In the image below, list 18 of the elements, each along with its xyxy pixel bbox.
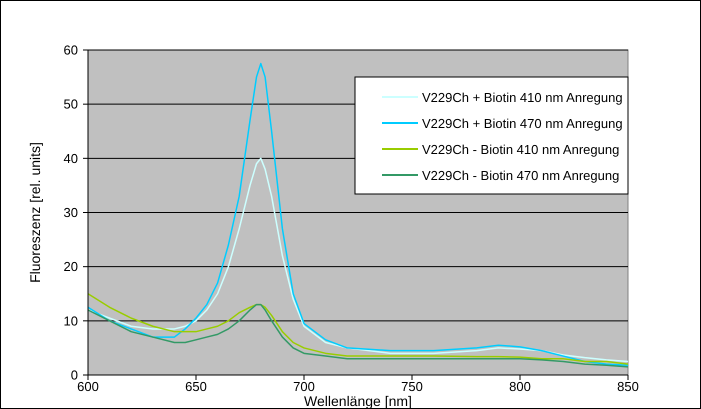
y-tick-label: 40 bbox=[64, 150, 78, 166]
legend-label: V229Ch + Biotin 470 nm Anregung bbox=[422, 116, 623, 131]
y-tick-label: 60 bbox=[64, 42, 78, 58]
x-tick-label: 750 bbox=[401, 379, 423, 394]
x-tick-label: 650 bbox=[185, 379, 207, 394]
x-tick-label: 800 bbox=[509, 379, 531, 394]
x-tick-label: 600 bbox=[77, 379, 99, 394]
legend-label: V229Ch - Biotin 410 nm Anregung bbox=[422, 142, 620, 157]
x-tick-label: 700 bbox=[293, 379, 315, 394]
y-axis-title: Fluoreszenz [rel. units] bbox=[27, 142, 43, 283]
y-tick-label: 20 bbox=[64, 259, 78, 274]
y-tick-label: 50 bbox=[64, 96, 78, 112]
y-tick-label: 0 bbox=[70, 368, 78, 382]
y-tick-label: 30 bbox=[64, 205, 78, 220]
y-tick-label: 10 bbox=[64, 313, 78, 328]
x-tick-label: 850 bbox=[617, 379, 639, 394]
legend-label: V229Ch + Biotin 410 nm Anregung bbox=[422, 90, 623, 105]
legend-label: V229Ch - Biotin 470 nm Anregung bbox=[422, 168, 620, 183]
